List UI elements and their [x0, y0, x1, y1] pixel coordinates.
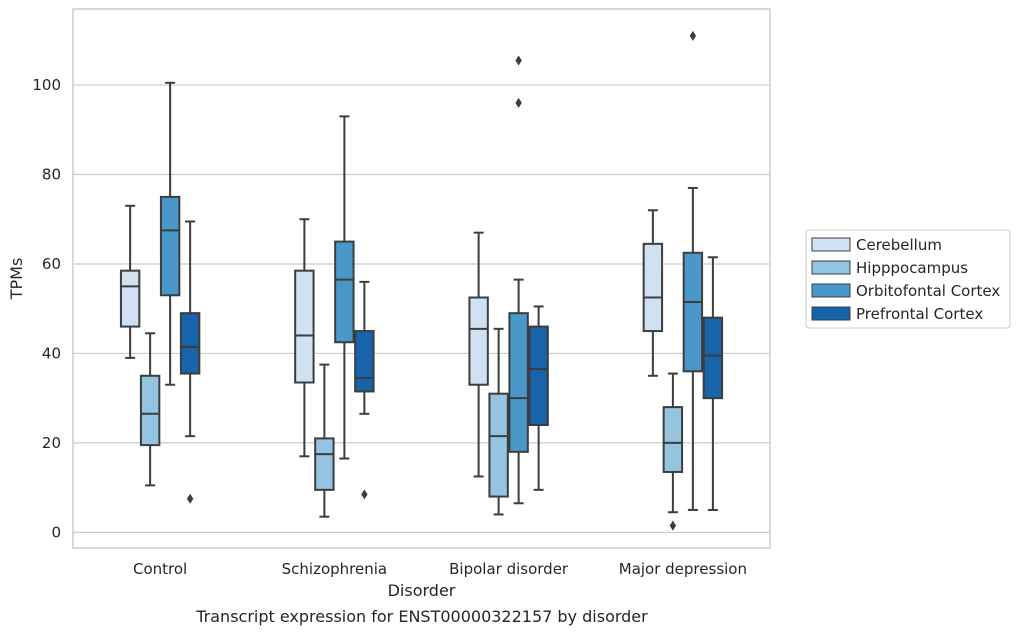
outlier-point [669, 520, 677, 531]
box-iqr [314, 437, 335, 491]
box-iqr [642, 242, 664, 333]
series-prefrontal-cortex [179, 220, 724, 511]
y-tick-label: 60 [42, 255, 61, 273]
legend-label: Orbitofontal Cortex [856, 282, 1000, 300]
box-iqr [139, 374, 161, 447]
y-tick-label: 80 [42, 166, 61, 184]
series-hipppocampus [139, 327, 684, 531]
box [139, 332, 161, 487]
outlier-point [186, 493, 194, 504]
chart-caption: Transcript expression for ENST0000032215… [195, 607, 648, 626]
x-tick-label: Major depression [619, 560, 747, 578]
box-iqr [508, 312, 529, 453]
x-tick-label: Bipolar disorder [449, 560, 569, 578]
legend-swatch [811, 237, 851, 252]
series-orbitofontal-cortex [159, 30, 704, 511]
outlier-point [515, 97, 522, 108]
box-iqr [488, 392, 509, 498]
legend-swatch [811, 260, 851, 275]
box [642, 209, 664, 377]
box-iqr [159, 195, 181, 297]
plot-area [72, 8, 771, 549]
legend: Cerebellum Hipppocampus Orbitofontal Corte… [805, 229, 1011, 329]
y-tick-label: 100 [32, 76, 61, 94]
box [294, 218, 315, 458]
x-axis-ticks: Control Schizophrenia Bipolar disorder Majo… [133, 560, 747, 578]
outlier-point [361, 489, 368, 500]
box [159, 81, 181, 386]
box [468, 231, 489, 478]
box-iqr [468, 296, 489, 386]
x-axis-title: Disorder [388, 581, 456, 600]
box-iqr [119, 269, 141, 328]
box-series-layer [119, 30, 724, 531]
x-tick-label: Schizophrenia [282, 560, 387, 578]
box-iqr [179, 312, 201, 375]
box [662, 372, 684, 531]
outlier-point [689, 30, 697, 41]
y-tick-label: 0 [51, 523, 61, 541]
box-iqr [682, 251, 704, 373]
box-iqr [294, 269, 315, 384]
box-iqr [354, 330, 375, 393]
legend-swatch [811, 283, 851, 298]
x-tick-label: Control [133, 560, 187, 578]
box [119, 204, 141, 359]
y-axis-title: TPMs [7, 258, 26, 301]
legend-label: Prefrontal Cortex [856, 305, 983, 323]
box [682, 30, 704, 511]
box [702, 256, 724, 511]
y-tick-label: 20 [42, 434, 61, 452]
box-iqr [334, 240, 355, 344]
y-axis-ticks: 0 20 40 60 80 100 [32, 76, 61, 541]
box-iqr [662, 406, 684, 473]
outlier-point [515, 55, 522, 66]
box [488, 327, 509, 516]
box [528, 305, 549, 491]
box [354, 280, 375, 500]
box [508, 55, 529, 505]
legend-label: Cerebellum [856, 236, 942, 254]
y-tick-label: 40 [42, 344, 61, 362]
legend-label: Hipppocampus [856, 259, 968, 277]
box [314, 363, 335, 518]
legend-swatch [811, 306, 851, 321]
box-iqr [528, 325, 549, 426]
box [334, 115, 355, 460]
legend-frame [805, 229, 1011, 329]
series-cerebellum [119, 204, 664, 478]
box [179, 220, 201, 504]
box-iqr [702, 316, 724, 400]
